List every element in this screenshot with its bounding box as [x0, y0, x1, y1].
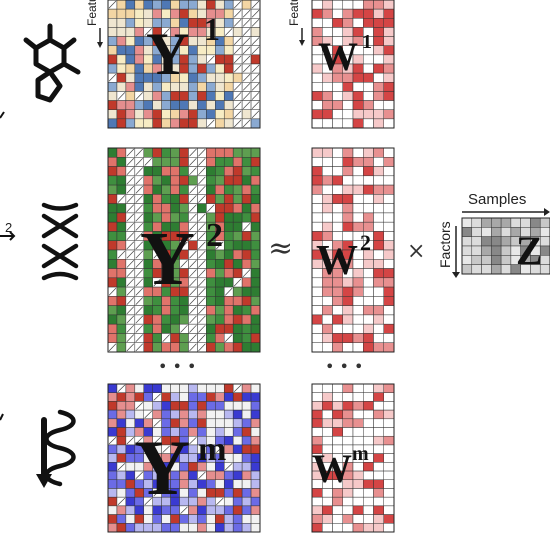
approx-symbol: ≈ — [268, 231, 293, 266]
chromosome-icon — [41, 202, 79, 281]
molecule-icon — [23, 23, 81, 103]
w2-label: W 2 — [316, 230, 371, 284]
view-index-label: 2 — [5, 220, 12, 235]
wm-label: W m — [312, 443, 369, 491]
w1-label: W 1 — [318, 31, 372, 79]
y2-matrix-cells — [107, 147, 261, 353]
z-label: Z — [516, 228, 543, 273]
svg-text:Factors: Factors — [437, 221, 453, 268]
svg-text:Z: Z — [516, 228, 543, 273]
ellipsis-w: • • • — [325, 357, 363, 376]
features-label-w: Featu — [287, 0, 305, 46]
svg-text:Y: Y — [146, 21, 189, 87]
svg-text:Y: Y — [134, 424, 190, 511]
svg-text:W: W — [316, 238, 358, 284]
svg-text:Samples: Samples — [468, 191, 526, 208]
y1-label: Y 1 — [146, 11, 220, 87]
left-edge-arrow — [0, 111, 16, 421]
svg-text:Featu: Featu — [85, 0, 99, 26]
w1-matrix-cells — [311, 0, 395, 129]
ym-matrix-cells — [107, 383, 261, 533]
ym-label: Y m — [134, 424, 226, 511]
wm-matrix-cells — [311, 383, 395, 533]
svg-text:1: 1 — [204, 11, 220, 47]
svg-text:Y: Y — [140, 217, 195, 301]
y2-label: Y 2 — [140, 217, 223, 301]
times-symbol: × — [407, 239, 425, 264]
svg-text:m: m — [352, 443, 369, 465]
ellipsis-y: • • • — [158, 357, 196, 376]
svg-text:W: W — [318, 34, 358, 79]
factors-label: Factors — [437, 221, 460, 278]
svg-text:2: 2 — [360, 230, 371, 255]
svg-text:m: m — [198, 431, 226, 468]
y1-matrix-cells — [107, 0, 261, 129]
z-matrix-cells — [461, 217, 550, 275]
features-label-y: Featu — [85, 0, 103, 48]
samples-label: Samples — [462, 191, 550, 216]
w2-matrix-cells — [311, 147, 395, 353]
svg-text:W: W — [312, 446, 352, 491]
svg-text:1: 1 — [362, 31, 372, 53]
svg-text:Featu: Featu — [287, 0, 301, 26]
svg-text:2: 2 — [206, 217, 223, 254]
protein-helix-icon — [36, 409, 76, 488]
